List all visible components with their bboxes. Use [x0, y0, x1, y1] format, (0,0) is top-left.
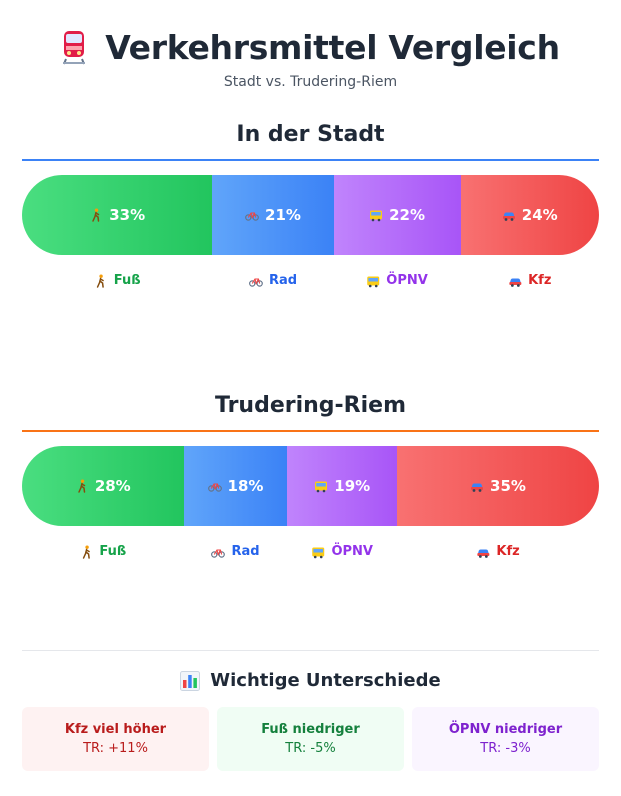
page-subtitle: Stadt vs. Trudering-Riem — [223, 74, 398, 90]
bar-segment-fuss: 28% — [22, 446, 184, 526]
bar-segment-kfz: 35% — [397, 446, 599, 526]
bus-icon — [369, 208, 383, 222]
summary-card-value: TR: +11% — [83, 741, 148, 756]
legend-label-kfz: Kfz — [528, 273, 552, 288]
summary-title: Wichtige Unterschiede — [210, 670, 441, 691]
train-icon — [63, 31, 86, 65]
summary-card: Fuß niedriger TR: -5% — [217, 707, 404, 771]
legend-item-fuss: Fuß — [94, 273, 141, 288]
bicycle-icon — [211, 545, 226, 559]
legend-item-rad: Rad — [211, 544, 260, 559]
data-label-fuss: 28% — [94, 477, 131, 495]
summary-heading: Wichtige Unterschiede — [0, 670, 621, 691]
legend-item-oepnv: ÖPNV — [366, 273, 428, 288]
legend-item-rad: Rad — [249, 273, 297, 288]
car-icon — [502, 208, 516, 222]
legend-label-rad: Rad — [231, 544, 260, 559]
bar-segment-oepnv: 19% — [287, 446, 398, 526]
bar-chart-icon — [180, 670, 201, 691]
bar-segment-rad: 21% — [212, 175, 334, 255]
data-label-kfz: 24% — [521, 206, 558, 224]
legend-stadt: Fuß Rad ÖPNV Kfz — [22, 273, 599, 293]
section-title-stadt: In der Stadt — [236, 122, 385, 147]
section-rule-trudering — [22, 430, 599, 432]
legend-item-oepnv: ÖPNV — [311, 544, 373, 559]
legend-item-fuss: Fuß — [79, 544, 126, 559]
section-rule-stadt — [22, 159, 599, 161]
legend-trudering: Fuß Rad ÖPNV Kfz — [22, 544, 599, 564]
legend-item-kfz: Kfz — [508, 273, 551, 288]
data-label-kfz: 35% — [490, 477, 526, 495]
legend-label-oepnv: ÖPNV — [331, 544, 373, 559]
legend-label-fuss: Fuß — [99, 544, 127, 559]
legend-label-rad: Rad — [268, 273, 298, 288]
car-icon — [508, 274, 522, 288]
bicycle-icon — [249, 274, 263, 288]
data-label-rad: 21% — [265, 206, 301, 224]
bicycle-icon — [245, 208, 259, 222]
data-label-oepnv: 22% — [389, 206, 425, 224]
stacked-bar-stadt: 33% 21% 22% 24% — [22, 175, 599, 255]
walker-icon — [79, 545, 93, 559]
section-trudering: Trudering-Riem 28% 18% 19% 35% Fuß Rad ÖPNV Kf… — [22, 391, 599, 559]
walker-icon — [75, 479, 89, 493]
legend-item-kfz: Kfz — [476, 544, 520, 559]
summary-card: Kfz viel höher TR: +11% — [22, 707, 209, 771]
summary-card-heading: Fuß niedriger — [261, 722, 360, 737]
walker-icon — [94, 274, 108, 288]
bar-segment-fuss: 33% — [22, 175, 213, 255]
page-title: Verkehrsmittel Vergleich — [105, 27, 560, 67]
summary-card-value: TR: -5% — [285, 741, 336, 756]
bar-segment-rad: 18% — [183, 446, 288, 526]
walker-icon — [89, 208, 103, 222]
stacked-bar-trudering: 28% 18% 19% 35% — [22, 446, 599, 526]
summary-card-value: TR: -3% — [480, 741, 531, 756]
legend-label-fuss: Fuß — [113, 273, 141, 288]
section-title-trudering: Trudering-Riem — [214, 393, 407, 418]
bar-segment-oepnv: 22% — [333, 175, 461, 255]
car-icon — [476, 545, 490, 559]
section-stadt: In der Stadt 33% 21% 22% 24% Fuß Rad ÖPNV Kfz — [22, 120, 599, 288]
title-row: Verkehrsmittel Vergleich — [0, 26, 621, 68]
summary-card: ÖPNV niedriger TR: -3% — [412, 707, 599, 771]
bus-icon — [311, 545, 325, 559]
summary-card-heading: ÖPNV niedriger — [448, 722, 563, 737]
data-label-rad: 18% — [227, 477, 264, 495]
legend-label-oepnv: ÖPNV — [386, 273, 428, 288]
data-label-oepnv: 19% — [334, 477, 371, 495]
bus-icon — [314, 479, 328, 493]
legend-label-kfz: Kfz — [496, 544, 520, 559]
car-icon — [470, 479, 484, 493]
data-label-fuss: 33% — [109, 206, 146, 224]
bicycle-icon — [207, 479, 222, 493]
summary-cards: Kfz viel höher TR: +11% Fuß niedriger TR: -… — [22, 707, 599, 771]
summary-card-heading: Kfz viel höher — [64, 722, 167, 737]
divider — [22, 650, 599, 651]
header: Verkehrsmittel Vergleich Stadt vs. Trude… — [0, 26, 621, 90]
bar-segment-kfz: 24% — [460, 175, 599, 255]
bus-icon — [366, 274, 380, 288]
